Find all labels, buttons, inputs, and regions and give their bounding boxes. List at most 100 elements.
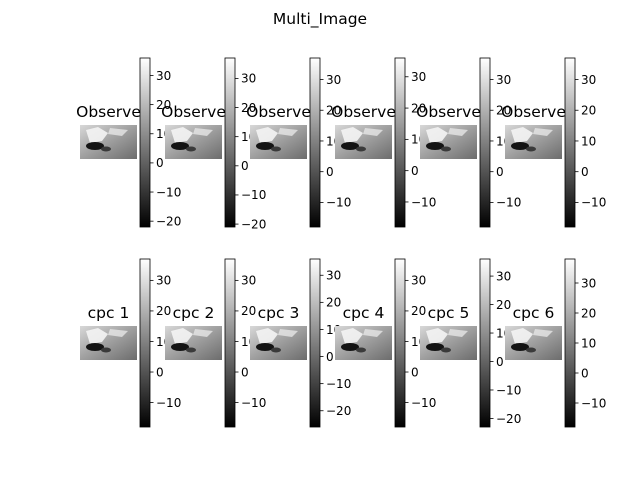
colorbar-tick-label: 30 bbox=[411, 70, 426, 84]
bright-region bbox=[533, 329, 553, 337]
bright-region bbox=[341, 328, 363, 344]
colorbar-tick-label: 20 bbox=[326, 296, 341, 310]
dark-region bbox=[86, 142, 104, 150]
colorbar-tick-label: 30 bbox=[496, 269, 511, 283]
colorbar-tick-label: −20 bbox=[156, 214, 181, 228]
panel-title: cpc 5 bbox=[428, 304, 470, 322]
colorbar-tick-label: 20 bbox=[581, 104, 596, 118]
bright-region bbox=[533, 128, 553, 136]
bright-region bbox=[278, 329, 298, 337]
figure-title: Multi_Image bbox=[273, 10, 367, 29]
colorbar-tick-label: 0 bbox=[496, 165, 504, 179]
colorbar-tick-label: −20 bbox=[326, 404, 351, 418]
panel-title: cpc 1 bbox=[88, 304, 130, 322]
colorbar-tick-label: 30 bbox=[156, 69, 171, 83]
dark-region bbox=[356, 146, 366, 152]
colorbar bbox=[395, 58, 405, 227]
bright-region bbox=[193, 128, 213, 136]
bright-region bbox=[448, 329, 468, 337]
dark-region bbox=[426, 142, 444, 150]
colorbar-tick-label: −10 bbox=[326, 377, 351, 391]
colorbar-tick-label: 0 bbox=[326, 350, 334, 364]
dark-region bbox=[271, 146, 281, 152]
colorbar-tick-label: 20 bbox=[581, 306, 596, 320]
colorbar bbox=[480, 259, 490, 427]
colorbar-tick-label: 0 bbox=[156, 365, 164, 379]
colorbar bbox=[480, 58, 490, 227]
colorbar-tick-label: 0 bbox=[411, 365, 419, 379]
colorbar-frame bbox=[309, 57, 321, 228]
colorbar-tick-label: −10 bbox=[156, 185, 181, 199]
colorbar-tick-label: −10 bbox=[411, 195, 436, 209]
bright-region bbox=[363, 128, 383, 136]
colorbar bbox=[310, 58, 320, 227]
panel-title: Observe bbox=[76, 103, 141, 121]
colorbar-tick-label: 20 bbox=[411, 304, 426, 318]
colorbar-tick-label: 20 bbox=[241, 304, 256, 318]
dark-region bbox=[101, 146, 111, 152]
colorbar-tick-label: 30 bbox=[496, 73, 511, 87]
colorbar bbox=[225, 58, 235, 227]
colorbar-tick-label: 30 bbox=[581, 73, 596, 87]
colorbar-tick-label: 10 bbox=[581, 336, 596, 350]
panel-title: Observe bbox=[416, 103, 481, 121]
colorbar-tick-label: 20 bbox=[241, 101, 256, 115]
colorbar-tick-label: 20 bbox=[496, 298, 511, 312]
colorbar-tick-label: −10 bbox=[411, 396, 436, 410]
colorbar-tick-label: 30 bbox=[241, 72, 256, 86]
colorbar-frame bbox=[139, 258, 151, 428]
dark-region bbox=[441, 347, 451, 353]
colorbar-tick-label: 0 bbox=[326, 165, 334, 179]
colorbar bbox=[395, 259, 405, 427]
colorbar-frame bbox=[564, 57, 576, 228]
bright-region bbox=[171, 127, 193, 143]
panel-title: cpc 4 bbox=[343, 304, 385, 322]
panel-title: Observe bbox=[501, 103, 566, 121]
bright-region bbox=[256, 127, 278, 143]
bright-region bbox=[426, 127, 448, 143]
bright-region bbox=[108, 128, 128, 136]
colorbar-tick-label: 30 bbox=[326, 73, 341, 87]
colorbar-tick-label: 0 bbox=[411, 164, 419, 178]
colorbar-tick-label: −10 bbox=[241, 396, 266, 410]
colorbar-tick-label: 20 bbox=[496, 104, 511, 118]
bright-region bbox=[278, 128, 298, 136]
dark-region bbox=[441, 146, 451, 152]
dark-region bbox=[186, 146, 196, 152]
colorbar-frame bbox=[139, 57, 151, 228]
dark-region bbox=[511, 142, 529, 150]
dark-region bbox=[256, 142, 274, 150]
colorbar-tick-label: 20 bbox=[156, 304, 171, 318]
colorbar-tick-label: 20 bbox=[156, 98, 171, 112]
colorbar bbox=[225, 259, 235, 427]
colorbar-tick-label: −10 bbox=[581, 196, 606, 210]
colorbar-tick-label: 30 bbox=[241, 274, 256, 288]
bright-region bbox=[341, 127, 363, 143]
bright-region bbox=[171, 328, 193, 344]
colorbar-tick-label: 30 bbox=[326, 269, 341, 283]
bright-region bbox=[511, 127, 533, 143]
bright-region bbox=[86, 328, 108, 344]
heatmap-panel: −10 0 10 20 30 cpc 6 bbox=[505, 258, 606, 428]
bright-region bbox=[511, 328, 533, 344]
dark-region bbox=[101, 347, 111, 353]
colorbar-tick-label: 30 bbox=[581, 276, 596, 290]
panel-title: cpc 3 bbox=[258, 304, 300, 322]
dark-region bbox=[171, 343, 189, 351]
colorbar bbox=[310, 259, 320, 427]
bright-region bbox=[256, 328, 278, 344]
colorbar-tick-label: 0 bbox=[241, 159, 249, 173]
panel-title: Observe bbox=[161, 103, 226, 121]
bright-region bbox=[108, 329, 128, 337]
colorbar-frame bbox=[224, 57, 236, 228]
colorbar-tick-label: −10 bbox=[496, 196, 521, 210]
colorbar-tick-label: 0 bbox=[156, 156, 164, 170]
colorbar-tick-label: −20 bbox=[241, 217, 266, 231]
